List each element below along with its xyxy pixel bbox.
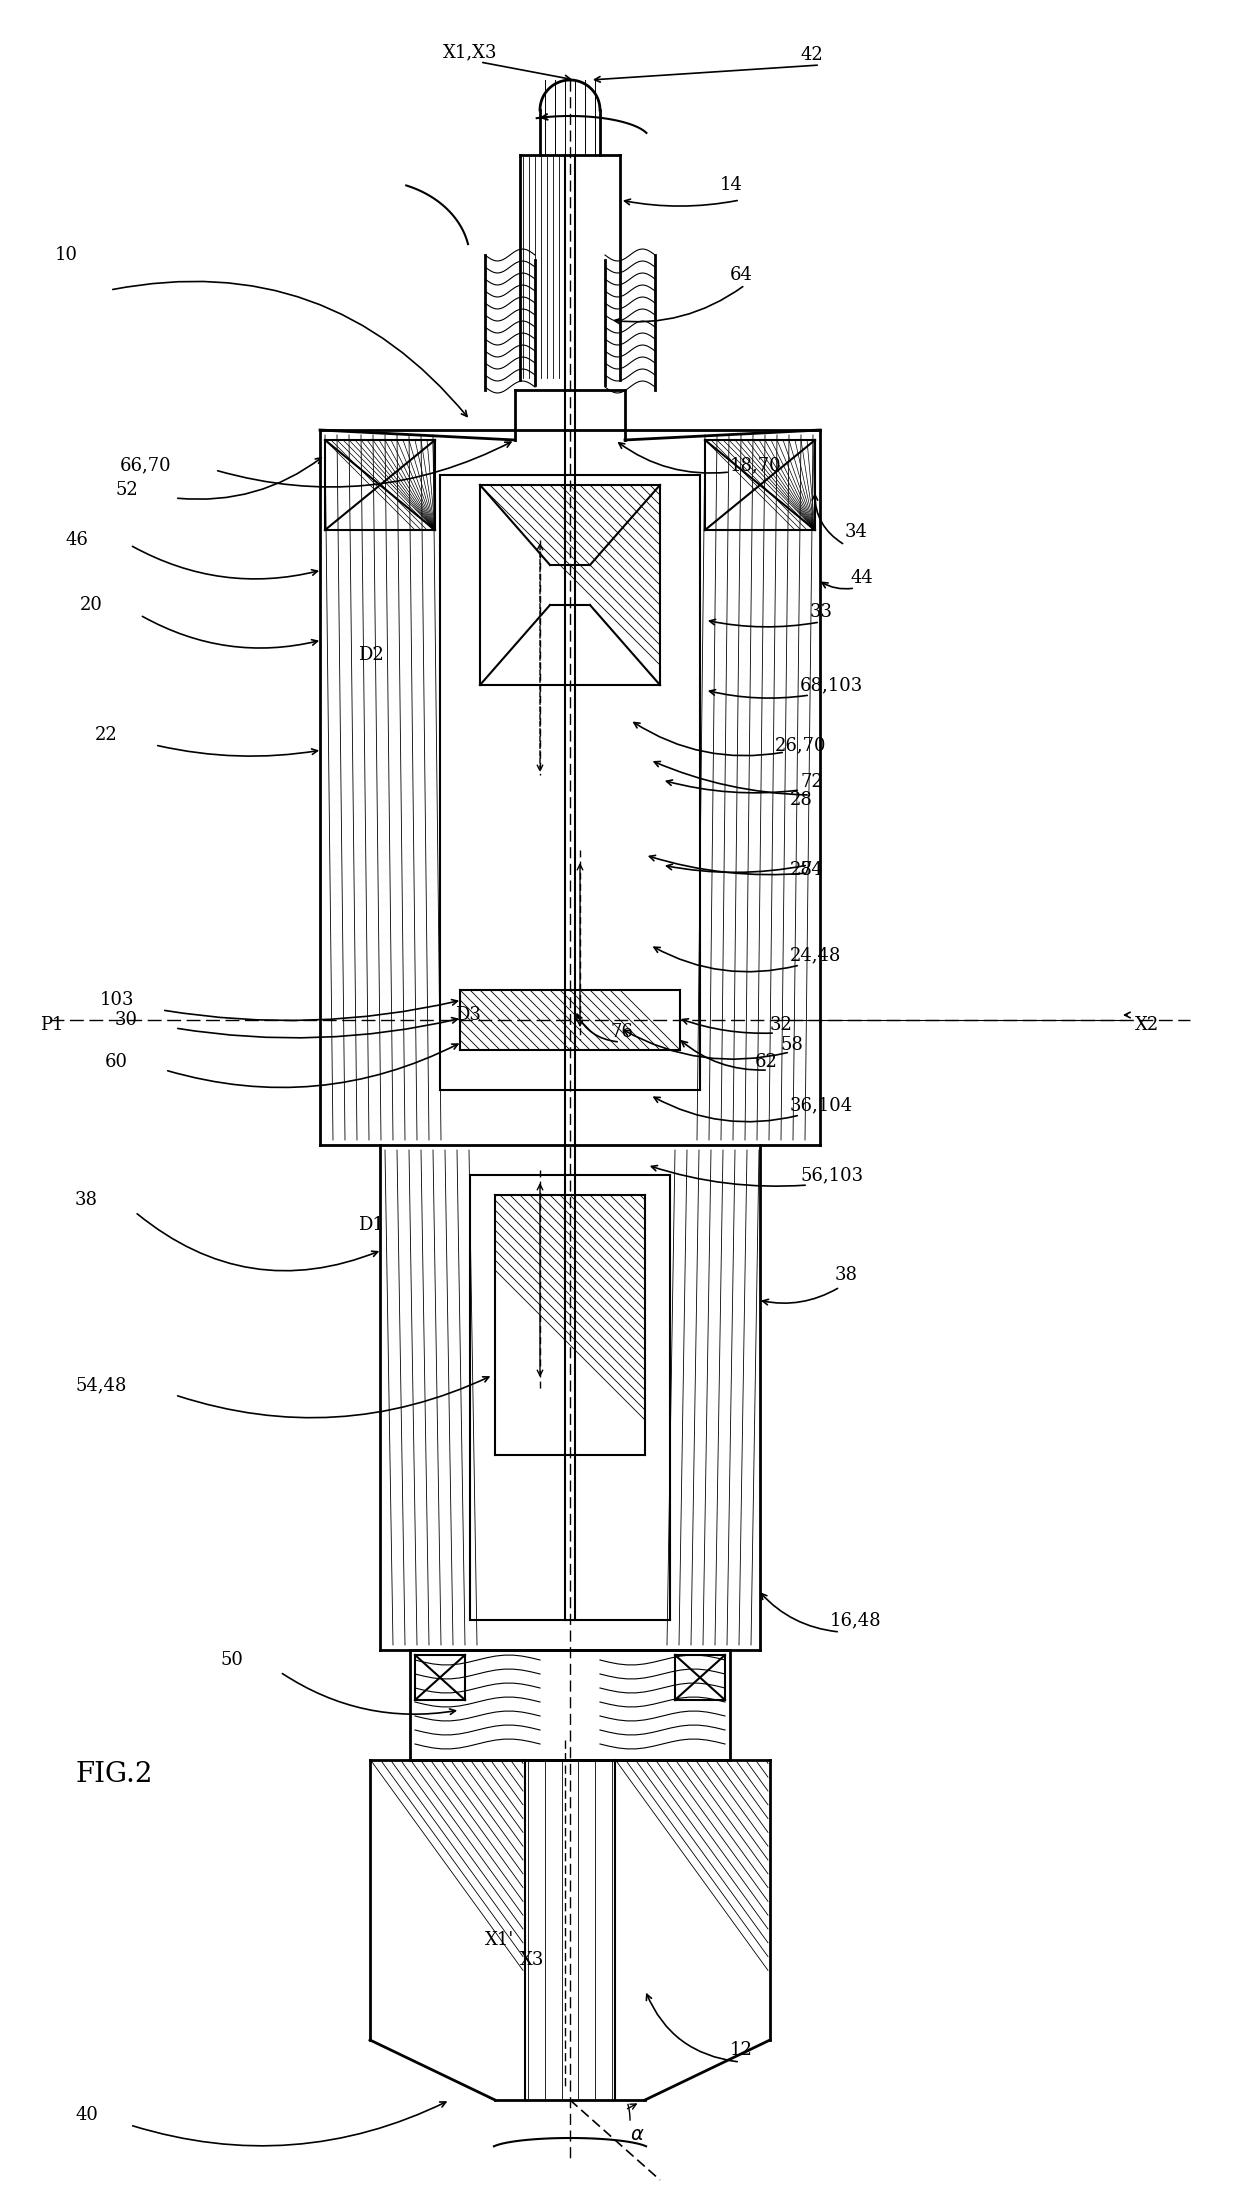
Text: X1,X3: X1,X3 xyxy=(443,44,497,61)
Text: 22: 22 xyxy=(95,727,118,745)
Text: $\alpha$: $\alpha$ xyxy=(630,2126,645,2144)
Text: 46: 46 xyxy=(64,530,88,550)
Text: 52: 52 xyxy=(115,482,138,499)
Text: P1: P1 xyxy=(40,1016,63,1034)
Text: X2: X2 xyxy=(1135,1016,1159,1034)
Text: X3: X3 xyxy=(520,1951,544,1969)
Text: 32: 32 xyxy=(770,1016,792,1034)
Text: 14: 14 xyxy=(720,175,743,195)
Text: D1: D1 xyxy=(358,1215,384,1233)
Text: 62: 62 xyxy=(755,1053,777,1071)
Text: 34: 34 xyxy=(844,523,868,541)
Text: 74: 74 xyxy=(800,861,823,878)
Text: 60: 60 xyxy=(105,1053,128,1071)
Text: 38: 38 xyxy=(835,1266,858,1283)
Text: 26,70: 26,70 xyxy=(775,736,827,753)
Text: 103: 103 xyxy=(100,992,134,1010)
Text: 40: 40 xyxy=(74,2107,98,2124)
Text: 44: 44 xyxy=(849,569,873,587)
Text: 10: 10 xyxy=(55,245,78,265)
Text: 68,103: 68,103 xyxy=(800,677,863,694)
Text: 42: 42 xyxy=(800,46,823,64)
Text: 28: 28 xyxy=(790,861,813,878)
Text: 36,104: 36,104 xyxy=(790,1095,853,1115)
Text: FIG.2: FIG.2 xyxy=(74,1761,153,1789)
Text: 76: 76 xyxy=(610,1023,632,1040)
Text: D3: D3 xyxy=(455,1005,481,1025)
Text: 54,48: 54,48 xyxy=(74,1375,126,1395)
Text: 33: 33 xyxy=(810,602,833,622)
Text: 12: 12 xyxy=(730,2041,753,2059)
Text: 38: 38 xyxy=(74,1191,98,1209)
Text: X1': X1' xyxy=(485,1932,515,1949)
Text: 20: 20 xyxy=(81,596,103,613)
Text: D2: D2 xyxy=(358,646,383,664)
Text: 58: 58 xyxy=(780,1036,802,1053)
Text: 24,48: 24,48 xyxy=(790,946,842,964)
Text: 66,70: 66,70 xyxy=(120,456,171,473)
Text: 56,103: 56,103 xyxy=(800,1165,863,1185)
Text: 28: 28 xyxy=(790,791,813,808)
Text: 50: 50 xyxy=(219,1651,243,1669)
Text: 18,70: 18,70 xyxy=(730,456,781,473)
Text: 72: 72 xyxy=(800,773,823,791)
Text: 30: 30 xyxy=(115,1012,138,1029)
Text: 16,48: 16,48 xyxy=(830,1612,882,1629)
Text: 64: 64 xyxy=(730,265,753,285)
